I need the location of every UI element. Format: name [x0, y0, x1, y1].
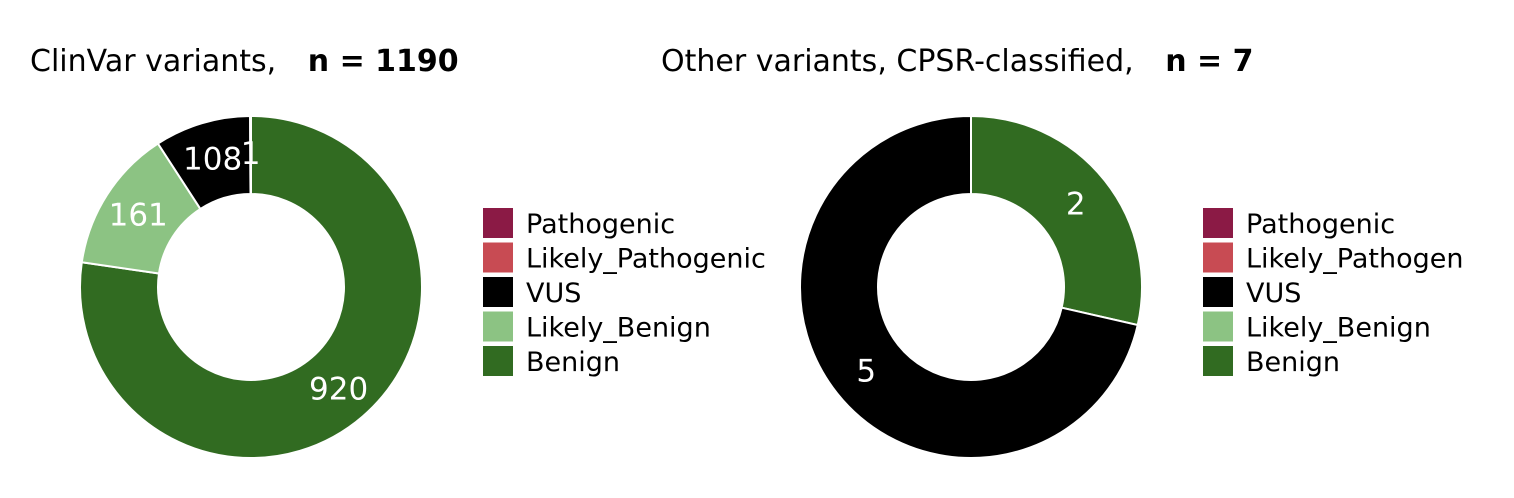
clinvar-legend-label-vus: VUS	[526, 278, 581, 309]
clinvar-legend-label-likely-pathogenic: Likely_Pathogenic	[526, 244, 766, 275]
cpsr-legend-label-pathogenic: Pathogenic	[1246, 209, 1395, 240]
clinvar-slice-label-vus: 108	[183, 142, 242, 178]
clinvar-legend-label-likely-benign: Likely_Benign	[526, 313, 711, 344]
cpsr-slice-benign	[970, 114, 1143, 327]
clinvar-slice-label-likely-pathogenic: 1	[241, 136, 261, 172]
cpsr-slice-label-benign: 2	[1066, 186, 1086, 222]
cpsr-legend-label-likely-pathogenic: Likely_Pathogen	[1246, 244, 1464, 275]
cpsr-donut: 25	[799, 114, 1143, 459]
clinvar-legend-swatch-vus	[483, 277, 513, 307]
clinvar-slice-benign	[79, 114, 423, 459]
clinvar-legend-swatch-likely-benign	[483, 311, 513, 342]
clinvar-legend-swatch-pathogenic	[483, 208, 513, 238]
clinvar-chart-title: ClinVar variants, n = 1190	[30, 44, 459, 79]
clinvar-legend-swatch-benign	[483, 346, 513, 376]
clinvar-legend-label-pathogenic: Pathogenic	[526, 209, 675, 240]
clinvar-slice-label-benign: 920	[309, 371, 368, 407]
clinvar-legend-swatch-likely-pathogenic	[483, 242, 513, 273]
clinvar-legend-label-benign: Benign	[526, 347, 620, 378]
cpsr-title-n: n = 7	[1165, 44, 1253, 79]
cpsr-legend-label-likely-benign: Likely_Benign	[1246, 313, 1431, 344]
clinvar-title-n: n = 1190	[308, 44, 459, 79]
cpsr-legend-label-vus: VUS	[1246, 278, 1301, 309]
cpsr-title-text: Other variants, CPSR-classified,	[661, 44, 1134, 79]
cpsr-legend-label-benign: Benign	[1246, 347, 1340, 378]
cpsr-legend-swatch-benign	[1203, 346, 1233, 376]
cpsr-legend-swatch-vus	[1203, 277, 1233, 307]
cpsr-legend-swatch-pathogenic	[1203, 208, 1233, 238]
clinvar-slice-label-likely-benign: 161	[109, 198, 168, 234]
cpsr-slice-label-vus: 5	[856, 354, 876, 390]
cpsr-donut-chart: Other variants, CPSR-classified, n = 7 2…	[661, 44, 1464, 459]
cpsr-slice-vus	[799, 114, 1139, 459]
cpsr-legend-swatch-likely-pathogenic	[1203, 242, 1233, 273]
clinvar-title-text: ClinVar variants,	[30, 44, 276, 79]
clinvar-slice-likely-pathogenic	[249, 114, 252, 196]
cpsr-chart-title: Other variants, CPSR-classified, n = 7	[661, 44, 1253, 79]
cpsr-legend-swatch-likely-benign	[1203, 311, 1233, 342]
